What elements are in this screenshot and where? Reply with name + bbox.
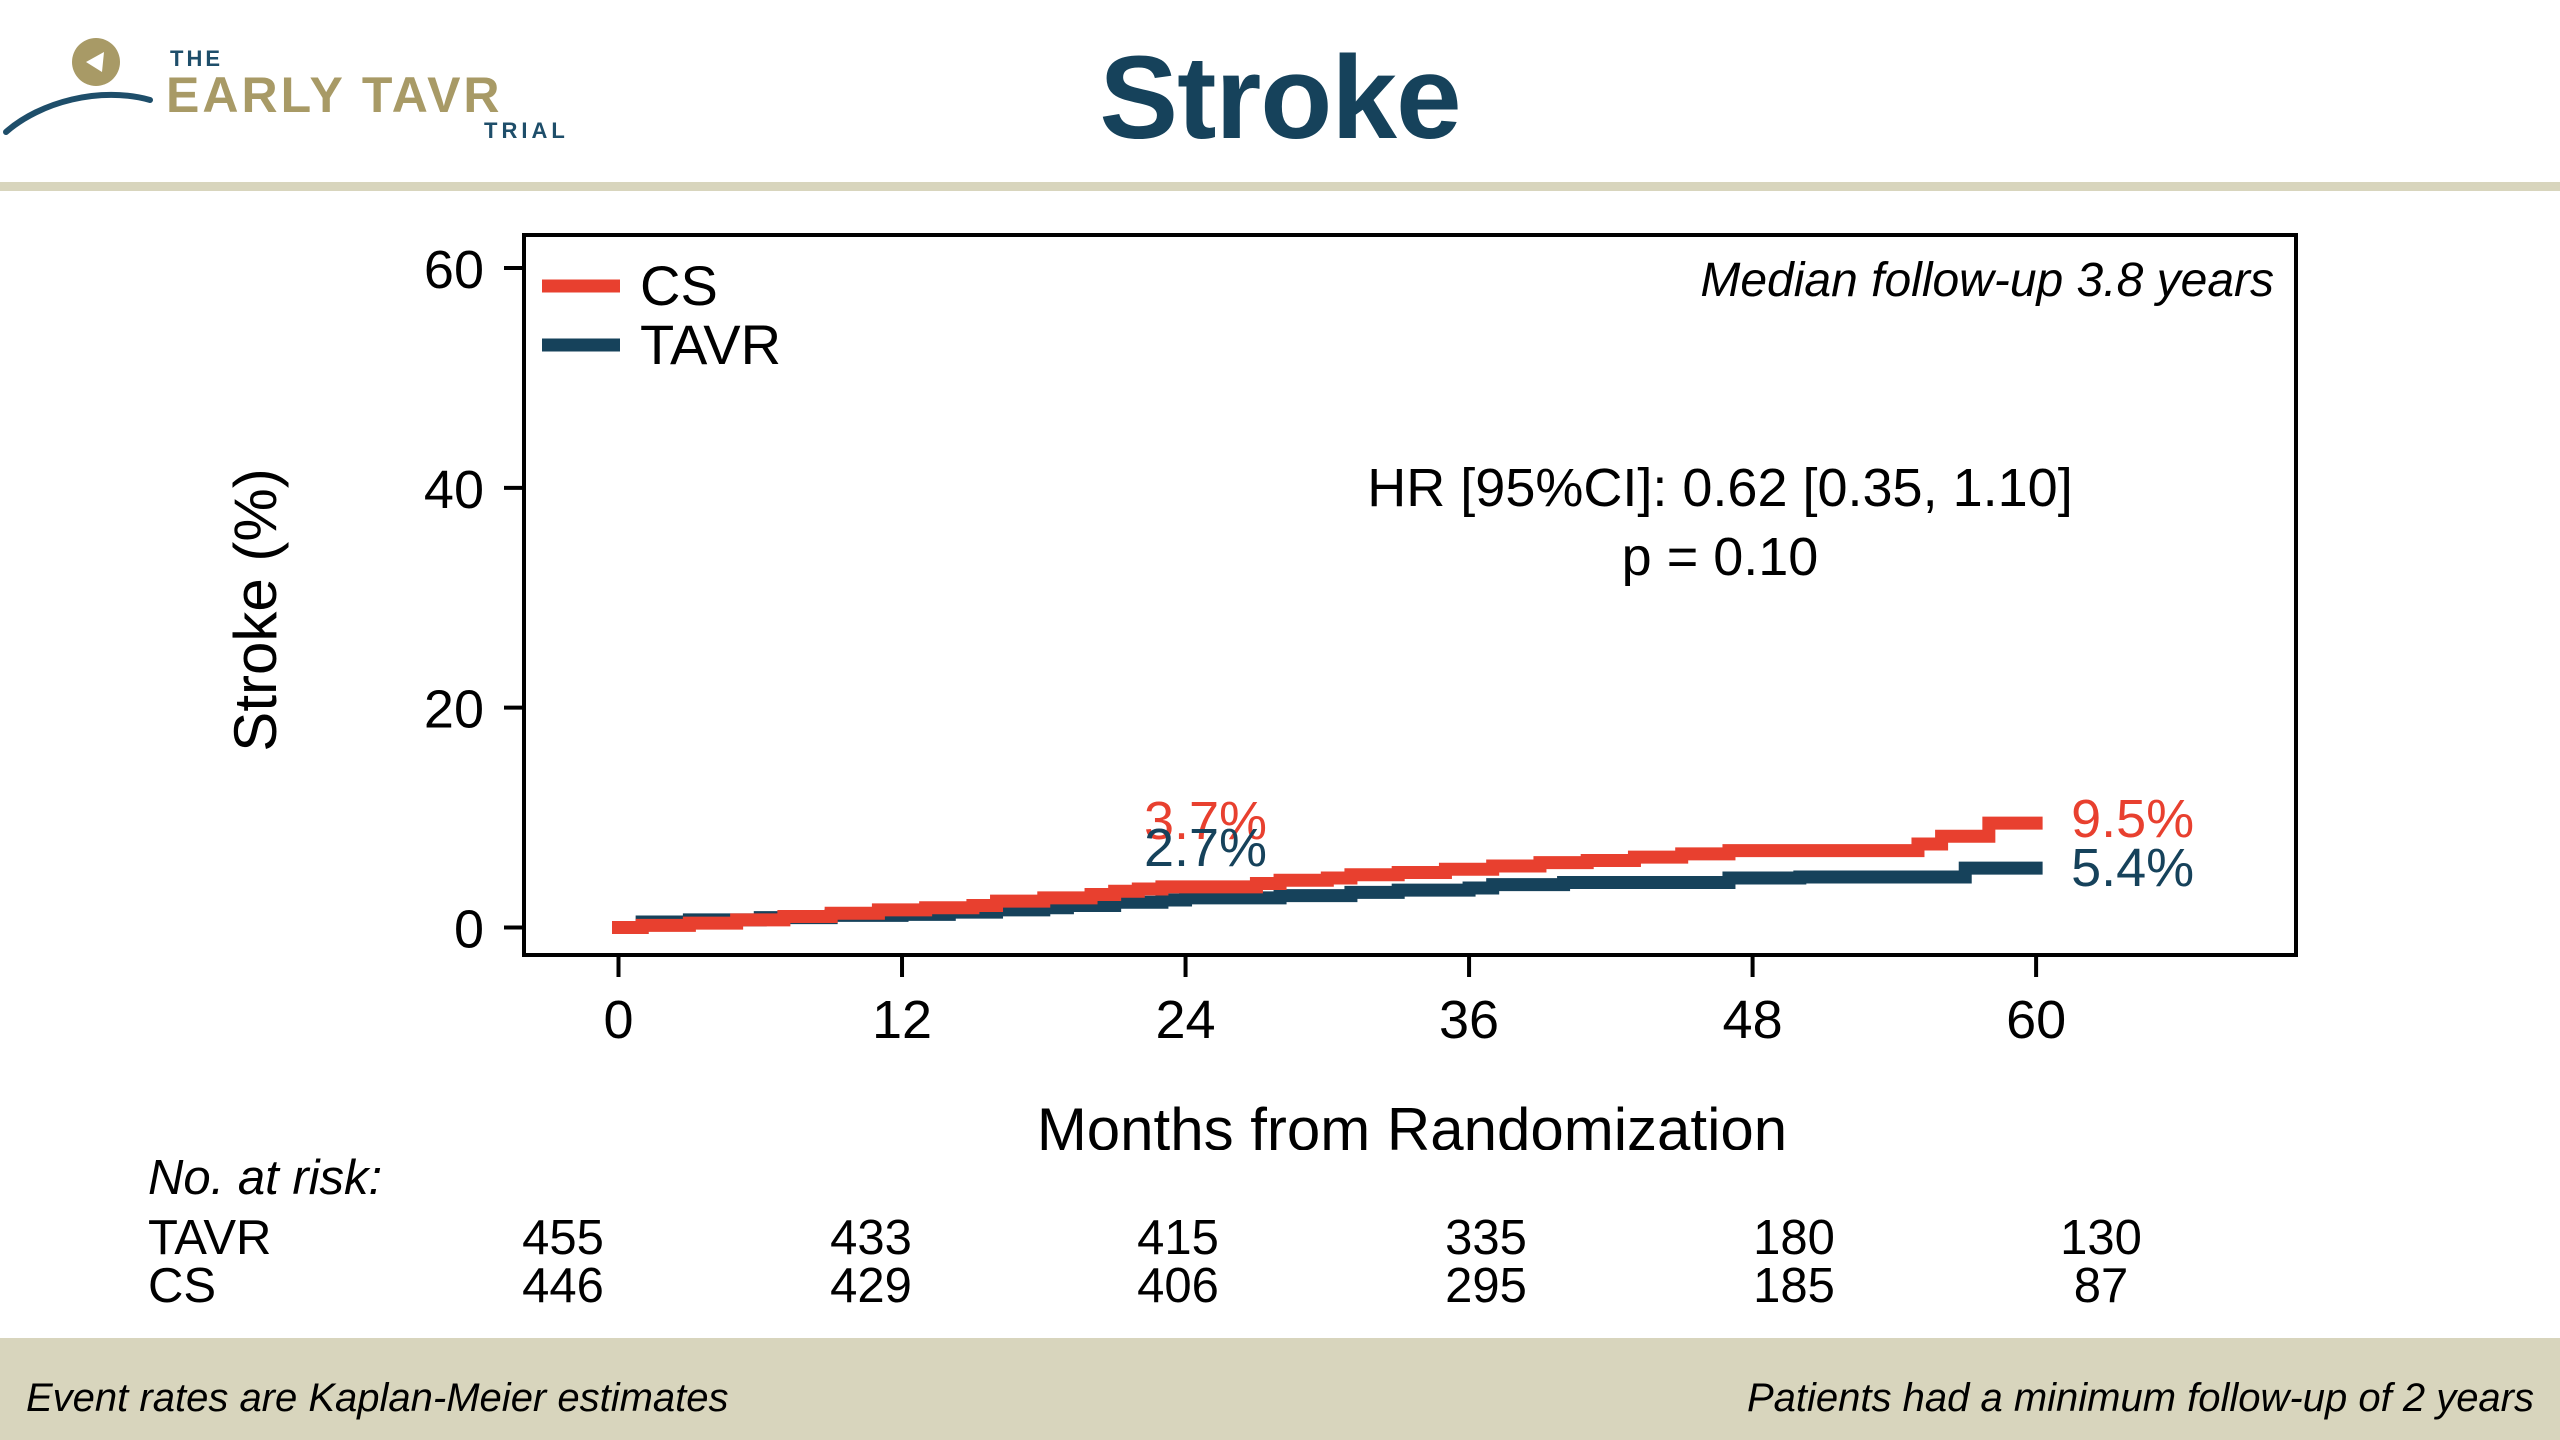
plot-frame [522, 233, 2298, 957]
x-tick-label: 12 [872, 990, 932, 1050]
y-tick-label: 60 [424, 240, 484, 300]
legend-label-cs: CS [640, 254, 718, 317]
hazard-ratio-text: HR [95%CI]: 0.62 [0.35, 1.10] [1367, 458, 2072, 518]
series-layer [612, 816, 2043, 935]
y-tick-label: 20 [424, 680, 484, 740]
legend: CS TAVR [542, 254, 781, 376]
risk-cell: 415 [1137, 1211, 1219, 1265]
slide-title: Stroke [1099, 32, 1461, 164]
median-followup-note: Median follow-up 3.8 years [1700, 254, 2274, 307]
footer-note-right: Patients had a minimum follow-up of 2 ye… [1746, 1376, 2534, 1420]
risk-cell: 180 [1753, 1211, 1835, 1265]
logo-arrow-icon [86, 52, 104, 72]
series-line-cs [612, 816, 2043, 935]
legend-label-tavr: TAVR [640, 313, 781, 376]
logo-line-3: TRIAL [484, 118, 569, 143]
x-tick-label: 60 [2006, 990, 2066, 1050]
risk-cell: 433 [830, 1211, 912, 1265]
data-label-tavr: 5.4% [2071, 838, 2194, 898]
risk-row-label: CS [148, 1259, 217, 1313]
risk-cell: 335 [1445, 1211, 1527, 1265]
x-tick-label: 48 [1723, 990, 1783, 1050]
x-tick-label: 24 [1156, 990, 1216, 1050]
risk-table-heading: No. at risk: [148, 1151, 383, 1205]
risk-row-cs: CS 446 429 406 295 185 87 [0, 1258, 2560, 1313]
risk-cell: 446 [522, 1259, 604, 1313]
risk-cell: 455 [522, 1211, 604, 1265]
risk-cell: 429 [830, 1259, 912, 1313]
risk-row-tavr: TAVR 455 433 415 335 180 130 [0, 1210, 2560, 1265]
number-at-risk-table: No. at risk: TAVR 455 433 415 335 180 13… [0, 1150, 2560, 1320]
risk-cell: 185 [1753, 1259, 1835, 1313]
risk-cell: 295 [1445, 1259, 1527, 1313]
x-axis-label: Months from Randomization [1037, 1096, 1787, 1150]
risk-row-label: TAVR [148, 1211, 272, 1265]
risk-cell: 406 [1137, 1259, 1219, 1313]
risk-cell: 87 [2073, 1259, 2129, 1313]
data-label-cs: 9.5% [2071, 789, 2194, 849]
data-label-tavr: 2.7% [1144, 818, 1267, 878]
early-tavr-logo: THE EARLY TAVR TRIAL [3, 38, 569, 143]
y-tick-label: 40 [424, 460, 484, 520]
stroke-km-chart: 0 20 40 60 0 12 24 36 48 60 Stroke (%) Months fr… [222, 233, 2298, 1150]
data-label-cs: 3.7% [1144, 791, 1267, 851]
footer-band: Event rates are Kaplan-Meier estimates P… [0, 1338, 2560, 1440]
y-axis: 0 20 40 60 [424, 240, 524, 960]
logo-swoosh-icon [3, 91, 153, 135]
risk-cell: 130 [2060, 1211, 2142, 1265]
logo-line-2: EARLY TAVR [166, 67, 503, 123]
x-tick-label: 0 [603, 990, 633, 1050]
data-label-layer: 3.7%2.7% 9.5%5.4% [1144, 789, 2194, 898]
x-axis: 0 12 24 36 48 60 [603, 955, 2066, 1050]
logo-line-1: THE [170, 46, 223, 71]
x-tick-label: 36 [1439, 990, 1499, 1050]
y-axis-label: Stroke (%) [222, 468, 289, 751]
header-divider [0, 182, 2560, 191]
p-value-text: p = 0.10 [1622, 527, 1819, 587]
y-tick-label: 0 [454, 900, 484, 960]
footer-note-left: Event rates are Kaplan-Meier estimates [26, 1376, 729, 1420]
